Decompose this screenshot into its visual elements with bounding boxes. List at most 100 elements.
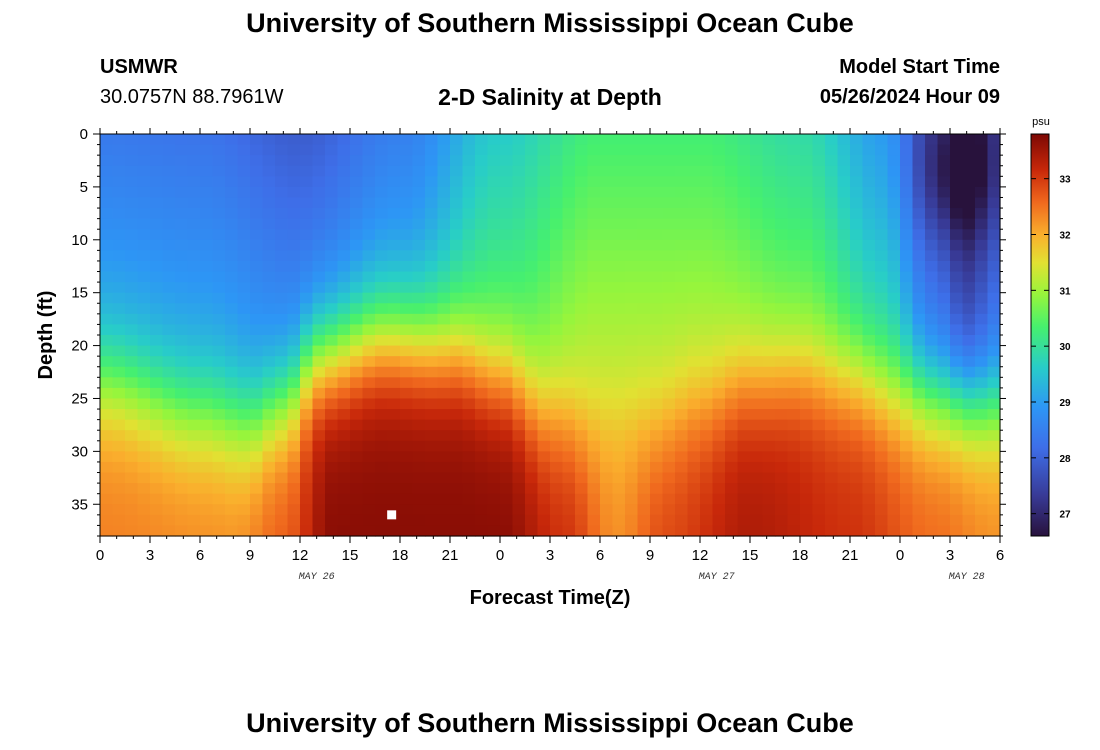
heatmap-cell: [287, 271, 301, 283]
heatmap-cell: [750, 472, 764, 484]
heatmap-cell: [950, 197, 964, 209]
heatmap-cell: [550, 313, 564, 326]
heatmap-cell: [537, 483, 551, 495]
heatmap-cell: [400, 250, 414, 262]
heatmap-cell: [900, 239, 914, 251]
model-start-label: Model Start Time: [839, 56, 1000, 78]
x-tick-label: 0: [96, 547, 104, 564]
heatmap-cell: [175, 398, 189, 410]
heatmap-cell: [487, 144, 501, 156]
heatmap-cell: [450, 250, 464, 262]
heatmap-cell: [725, 134, 739, 146]
heatmap-cell: [812, 313, 826, 326]
heatmap-cell: [987, 186, 1001, 199]
heatmap-cell: [787, 271, 801, 283]
heatmap-cell: [462, 483, 476, 495]
heatmap-cell: [850, 514, 864, 527]
heatmap-cell: [962, 292, 976, 304]
heatmap-cell: [837, 229, 851, 241]
heatmap-cell: [387, 430, 401, 442]
heatmap-cell: [675, 419, 689, 431]
heatmap-cell: [750, 493, 764, 505]
heatmap-cell: [250, 324, 264, 336]
heatmap-cell: [787, 366, 801, 378]
heatmap-cell: [812, 440, 826, 452]
heatmap-cell: [162, 356, 176, 368]
heatmap-cell: [287, 144, 301, 156]
heatmap-cell: [150, 525, 164, 537]
heatmap-cell: [412, 398, 426, 410]
heatmap-cell: [112, 525, 126, 537]
heatmap-cell: [537, 440, 551, 452]
heatmap-cell: [200, 218, 214, 230]
heatmap-cell: [775, 356, 789, 368]
heatmap-cell: [987, 250, 1001, 262]
heatmap-cell: [925, 239, 939, 251]
heatmap-cell: [837, 282, 851, 294]
heatmap-cell: [550, 440, 564, 452]
heatmap-cell: [150, 303, 164, 315]
heatmap-cell: [625, 483, 639, 495]
heatmap-cell: [987, 271, 1001, 283]
heatmap-cell: [525, 134, 539, 146]
heatmap-cell: [975, 356, 989, 368]
heatmap-cell: [550, 197, 564, 209]
heatmap-cell: [112, 356, 126, 368]
heatmap-cell: [825, 525, 839, 537]
heatmap-cell: [475, 250, 489, 262]
heatmap-cell: [675, 440, 689, 452]
heatmap-cell: [262, 419, 276, 431]
heatmap-cell: [300, 472, 314, 484]
heatmap-cell: [737, 134, 751, 146]
heatmap-cell: [125, 451, 139, 463]
heatmap-cell: [237, 419, 251, 431]
heatmap-cell: [825, 324, 839, 336]
heatmap-cell: [537, 271, 551, 283]
heatmap-cell: [575, 461, 589, 474]
heatmap-cell: [712, 345, 726, 357]
heatmap-cell: [925, 525, 939, 537]
heatmap-cell: [250, 345, 264, 357]
heatmap-cell: [900, 271, 914, 283]
heatmap-cell: [225, 377, 239, 389]
heatmap-cell: [775, 440, 789, 452]
heatmap-cell: [850, 250, 864, 262]
heatmap-cell: [112, 197, 126, 209]
heatmap-cell: [875, 176, 889, 188]
heatmap-cell: [437, 239, 451, 251]
heatmap-cell: [712, 324, 726, 336]
heatmap-cell: [925, 282, 939, 294]
heatmap-cell: [625, 514, 639, 527]
heatmap-cell: [412, 387, 426, 400]
x-tick-label: 6: [996, 547, 1004, 564]
heatmap-cell: [350, 292, 364, 304]
heatmap-cell: [950, 176, 964, 188]
heatmap-cell: [937, 335, 951, 347]
heatmap-cell: [787, 229, 801, 241]
heatmap-cell: [125, 282, 139, 294]
heatmap-cell: [487, 186, 501, 199]
heatmap-cell: [262, 282, 276, 294]
heatmap-cell: [450, 260, 464, 273]
heatmap-cell: [562, 271, 576, 283]
heatmap-cell: [437, 134, 451, 146]
heatmap-cell: [937, 165, 951, 177]
heatmap-cell: [850, 398, 864, 410]
heatmap-cell: [362, 525, 376, 537]
heatmap-cell: [400, 134, 414, 146]
heatmap-cell: [862, 409, 876, 421]
heatmap-cell: [437, 313, 451, 326]
heatmap-cell: [937, 493, 951, 505]
heatmap-cell: [162, 493, 176, 505]
heatmap-cell: [225, 144, 239, 156]
heatmap-cell: [137, 525, 151, 537]
heatmap-cell: [862, 504, 876, 516]
heatmap-cell: [200, 335, 214, 347]
heatmap-cell: [837, 483, 851, 495]
heatmap-cell: [850, 335, 864, 347]
heatmap-cell: [350, 144, 364, 156]
heatmap-cell: [575, 134, 589, 146]
heatmap-cell: [537, 229, 551, 241]
heatmap-cell: [537, 218, 551, 230]
